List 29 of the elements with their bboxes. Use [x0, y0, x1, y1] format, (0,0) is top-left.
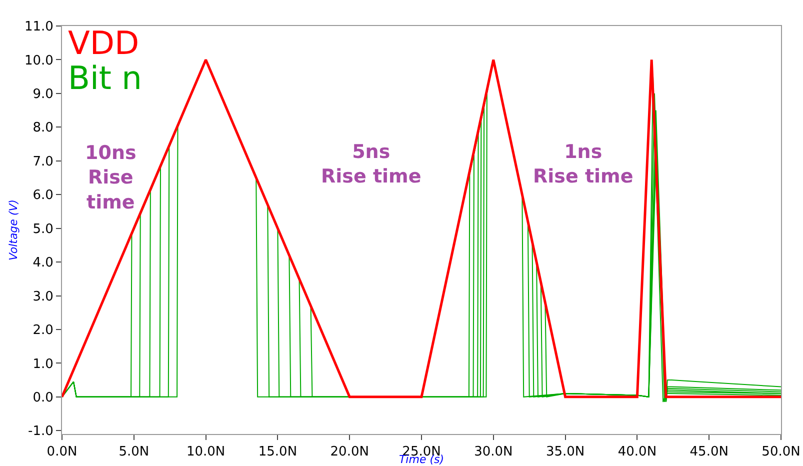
- x-tick-label: 0.0N: [46, 444, 78, 460]
- y-tick-label: 3.0: [32, 289, 54, 304]
- x-tick-label: 45.0N: [690, 444, 728, 460]
- annotation: 5ns Rise time: [321, 141, 422, 188]
- x-tick-label: 5.0N: [118, 444, 150, 460]
- x-tick-label: 10.0N: [186, 444, 226, 460]
- y-tick-label: -1.0: [28, 424, 54, 440]
- y-tick-label: 11.0: [24, 20, 54, 35]
- x-tick-label: 20.0N: [330, 444, 369, 460]
- y-tick-label: 4.0: [32, 256, 54, 271]
- y-tick-label: 9.0: [32, 86, 54, 102]
- series-label: VDD: [68, 24, 140, 62]
- series-label: Bit n: [68, 59, 142, 97]
- x-tick-label: 35.0N: [546, 444, 585, 460]
- y-tick-label: 10.0: [24, 53, 54, 68]
- y-axis-title: Voltage (V): [7, 199, 20, 261]
- x-tick-label: 30.0N: [474, 444, 513, 460]
- y-tick-label: 0.0: [32, 390, 54, 406]
- x-tick-label: 40.0N: [618, 444, 657, 460]
- y-tick-label: 6.0: [32, 188, 54, 204]
- y-tick-label: 7.0: [32, 154, 54, 170]
- y-tick-label: 2.0: [32, 323, 54, 338]
- y-tick-label: 5.0: [32, 222, 54, 237]
- y-tick-label: 8.0: [32, 120, 54, 136]
- x-tick-label: 15.0N: [258, 444, 298, 460]
- x-tick-label: 50.0N: [762, 444, 800, 460]
- annotation: 10ns Rise time: [85, 142, 136, 214]
- annotation: 1ns Rise time: [533, 141, 634, 188]
- y-tick-label: 1.0: [32, 356, 54, 372]
